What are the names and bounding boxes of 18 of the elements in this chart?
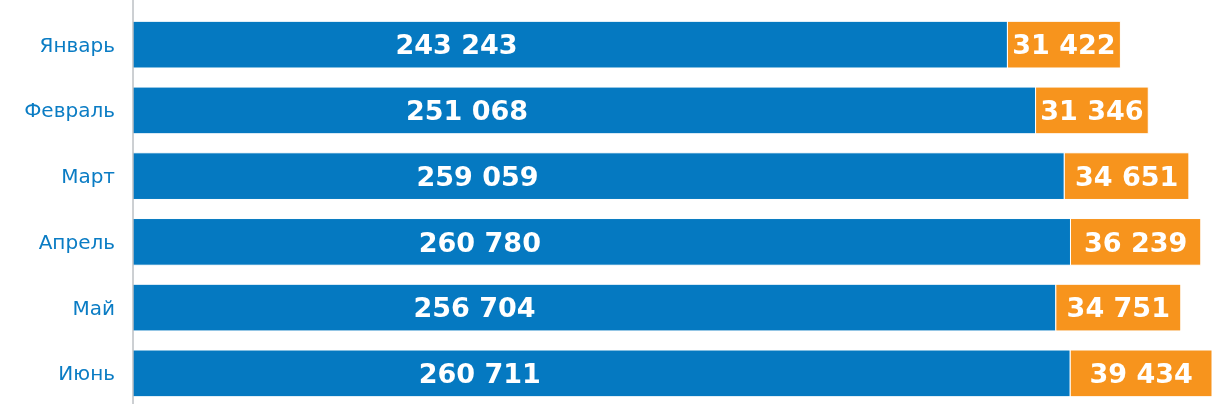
y-tick-label: Март bbox=[61, 164, 116, 189]
data-label: 259 059 bbox=[416, 160, 539, 192]
data-label: 243 243 bbox=[395, 29, 518, 61]
data-label: 36 239 bbox=[1083, 226, 1188, 258]
data-label: 260 780 bbox=[418, 226, 541, 258]
data-label: 34 651 bbox=[1074, 160, 1179, 192]
y-tick-label: Июнь bbox=[58, 361, 115, 386]
data-label: 260 711 bbox=[418, 358, 541, 390]
y-tick-label: Январь bbox=[39, 32, 115, 57]
y-tick-label: Май bbox=[72, 295, 115, 320]
data-label: 31 346 bbox=[1040, 95, 1144, 127]
y-tick-label: Февраль bbox=[24, 98, 115, 123]
data-label: 31 422 bbox=[1012, 29, 1116, 61]
data-label: 251 068 bbox=[405, 95, 529, 127]
data-label: 256 704 bbox=[413, 292, 536, 324]
data-label: 39 434 bbox=[1089, 358, 1193, 390]
y-tick-label: Апрель bbox=[38, 229, 115, 254]
data-label: 34 751 bbox=[1066, 292, 1170, 324]
